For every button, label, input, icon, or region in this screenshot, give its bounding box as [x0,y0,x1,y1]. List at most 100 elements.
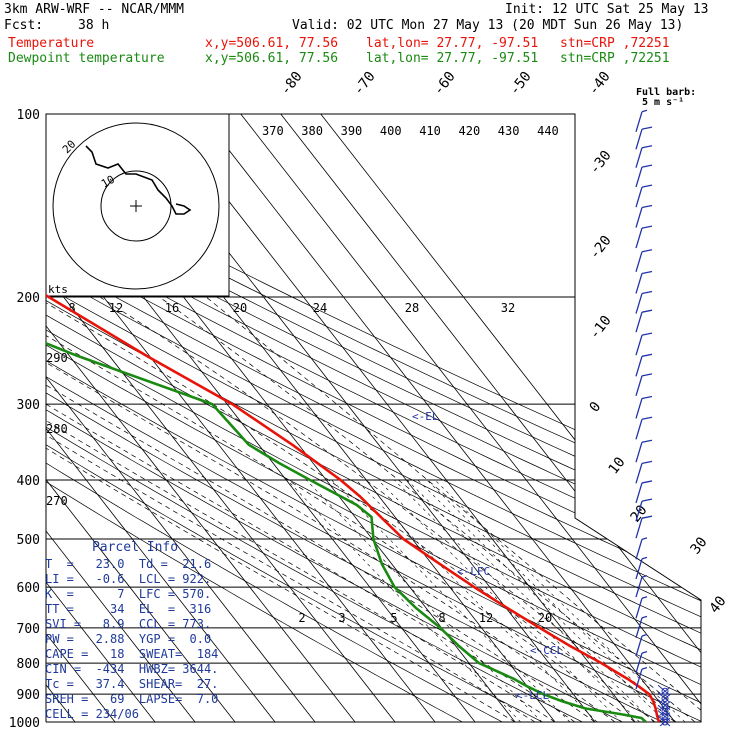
mixing-ratio-label: 24 [313,301,327,315]
wind-barb [641,395,653,400]
dry-adiabat-label: 270 [46,494,68,508]
dry-adiabat-line [46,114,701,722]
wind-barb [641,225,653,229]
isotherm-line [240,114,701,722]
parcel-info-row: CAPE = 18 SWEAT= 184 [45,647,219,661]
wind-barb [635,227,643,249]
mixing-ratio-label: 32 [501,301,515,315]
init-time: Init: 12 UTC Sat 25 May 13 [505,2,709,17]
dry-adiabat-line [46,114,701,722]
isotherm-label: 30 [688,534,711,557]
parcel-info-row: PW = 2.88 YGP = 0.0 [45,632,212,646]
hodograph-unit-label: kts [48,283,68,296]
isotherm-line [46,114,316,722]
legend-temperature-latlon: lat,lon= 27.77, -97.51 [366,36,539,51]
barb-legend-value: 5 m s⁻¹ [642,97,685,108]
wind-barb [635,186,643,208]
mixing-ratio-label: 8 [68,301,75,315]
dry-adiabat-line [46,114,701,722]
legend-dewpoint-station: stn=CRP ,72251 [560,51,670,66]
legend-dewpoint-xy: x,y=506.61, 77.56 [205,51,339,66]
isotherm-line [46,114,436,722]
wind-barb [641,309,653,313]
isobars [46,113,701,723]
dewpoint-profile [46,114,647,722]
parcel-info-row: K = 7 LFC = 570. [45,587,212,601]
mixing-ratio-label: 20 [538,611,552,625]
parcel-info-row: TT = 34 EL = 316 [45,602,212,616]
isotherm-label: 40 [707,593,730,616]
hodograph-center [130,200,142,212]
isotherm-line [320,114,701,722]
legend-dewpoint-latlon: lat,lon= 27.77, -97.51 [366,51,539,66]
legend-temperature-xy: x,y=506.61, 77.56 [205,36,339,51]
moist-adiabat-line [46,268,596,722]
dry-adiabat-line [46,114,528,722]
wind-barb [641,480,653,484]
dry-adiabat-line [46,114,701,722]
isotherm-label: -10 [587,313,615,343]
parcel-info-row: LI = -0.6 LCL = 922. [45,572,212,586]
isotherm-label: 20 [628,502,651,525]
wind-barb [635,598,643,619]
isotherm-label: -60 [431,69,459,99]
barb-legend-title: Full barb: [636,87,697,98]
isotherm-line [46,114,156,722]
wind-barb [635,293,643,314]
legend-dewpoint-name: Dewpoint temperature [8,51,165,66]
wind-barb [635,635,643,657]
wind-barb [641,126,653,130]
dry-adiabat-line [46,114,487,722]
legend-temperature-station: stn=CRP ,72251 [560,36,670,51]
moist-adiabat-line [46,268,536,722]
wind-barb [641,373,653,377]
temperature-profile [46,114,661,722]
wind-barb [635,668,643,690]
wind-barb [641,615,648,619]
mixing-ratio-label: 2 [298,611,305,625]
hodograph-ring [100,170,172,242]
wind-barb [635,273,643,294]
wind-barb [635,518,643,539]
pressure-tick-label: 300 [17,398,40,413]
wind-barb [641,164,653,168]
pressure-tick-label: 1000 [9,716,40,731]
pressure-tick-label: 100 [17,108,40,123]
dry-adiabat-line [46,114,609,722]
pressure-tick-label: 400 [17,474,40,489]
pressure-tick-label: 900 [17,688,40,703]
dry-adiabat-line [46,114,649,722]
wind-barb [635,500,643,522]
isotherm-label: 0 [587,399,605,415]
wind-barb [641,353,653,357]
isotherm-line [200,114,676,722]
mixing-ratio-label: 12 [479,611,493,625]
isotherm-label: -30 [587,148,615,178]
mixing-ratio-label: 5 [390,611,397,625]
wind-barb [641,109,648,113]
wind-barb [635,166,643,188]
parcel-info-title: Parcel Info [91,540,179,555]
hodograph-ring-label: 10 [99,173,117,191]
wind-barb [657,684,671,696]
level-marker: <-CCL [530,644,563,657]
dry-adiabat-line [46,114,568,722]
wind-barb [641,650,648,654]
model-title: 3km ARW-WRF -- NCAR/MMM [4,2,185,17]
valid-time: Valid: 02 UTC Mon 27 May 13 (20 MDT Sun … [292,18,684,33]
wind-barb [635,419,643,440]
wind-barb [641,145,653,149]
mixing-ratio-label: 20 [233,301,247,315]
moist-adiabat-line [119,268,696,722]
dry-adiabat-line [46,114,701,722]
wind-barb [661,695,669,703]
pressure-tick-label: 600 [17,581,40,596]
mixing-ratio-label: 12 [109,301,123,315]
isotherm-line [46,114,196,722]
pressure-tick-label: 500 [17,533,40,548]
wind-barb [635,558,643,580]
wind-barb [641,596,648,599]
dry-adiabat-line [46,114,701,722]
mixing-ratio-line [377,479,622,722]
